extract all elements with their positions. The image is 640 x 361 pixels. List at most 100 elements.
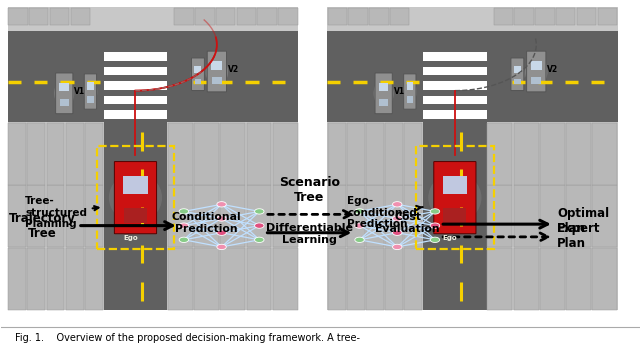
- FancyBboxPatch shape: [56, 73, 73, 114]
- Text: Fig. 1.    Overview of the proposed decision-making framework. A tree-: Fig. 1. Overview of the proposed decisio…: [15, 332, 360, 343]
- Bar: [124, 208, 147, 223]
- Bar: [592, 123, 617, 185]
- Bar: [379, 99, 388, 106]
- Ellipse shape: [403, 79, 417, 104]
- Bar: [168, 123, 193, 185]
- Bar: [327, 31, 618, 122]
- Bar: [488, 123, 513, 185]
- Bar: [556, 8, 575, 25]
- Bar: [216, 8, 236, 25]
- FancyBboxPatch shape: [375, 73, 392, 114]
- Ellipse shape: [54, 78, 74, 108]
- Bar: [104, 81, 168, 90]
- Bar: [347, 123, 365, 185]
- Bar: [540, 248, 564, 310]
- Circle shape: [355, 237, 364, 243]
- FancyBboxPatch shape: [115, 162, 157, 234]
- Bar: [8, 186, 26, 247]
- Bar: [220, 248, 245, 310]
- Bar: [195, 248, 219, 310]
- Text: V2: V2: [547, 65, 559, 74]
- Text: V1: V1: [394, 87, 404, 96]
- Bar: [50, 8, 69, 25]
- Bar: [195, 123, 219, 185]
- Bar: [47, 248, 65, 310]
- Text: Scenario
Tree: Scenario Tree: [279, 176, 340, 204]
- Circle shape: [430, 223, 440, 228]
- Bar: [328, 8, 347, 25]
- Bar: [566, 123, 591, 185]
- FancyBboxPatch shape: [527, 51, 546, 92]
- Text: Conditional
Prediction: Conditional Prediction: [171, 213, 241, 234]
- Ellipse shape: [510, 62, 525, 86]
- Text: Differentiable
Learning: Differentiable Learning: [266, 223, 353, 245]
- Bar: [540, 123, 564, 185]
- Bar: [327, 7, 618, 310]
- Bar: [47, 123, 65, 185]
- Bar: [104, 66, 168, 75]
- Bar: [66, 123, 84, 185]
- Bar: [87, 82, 93, 90]
- Bar: [8, 123, 26, 185]
- Bar: [29, 8, 49, 25]
- Bar: [60, 99, 68, 106]
- Bar: [66, 186, 84, 247]
- Circle shape: [217, 202, 227, 207]
- Bar: [8, 31, 298, 122]
- Circle shape: [217, 244, 227, 249]
- Bar: [104, 52, 168, 61]
- Circle shape: [179, 209, 189, 214]
- Bar: [488, 186, 513, 247]
- Bar: [278, 8, 298, 25]
- Bar: [407, 96, 413, 103]
- Bar: [328, 123, 346, 185]
- Bar: [348, 8, 368, 25]
- Bar: [237, 8, 256, 25]
- Circle shape: [355, 223, 364, 228]
- Bar: [104, 31, 168, 310]
- Bar: [385, 123, 403, 185]
- Bar: [369, 8, 388, 25]
- Bar: [87, 96, 93, 103]
- Bar: [28, 248, 45, 310]
- Bar: [535, 8, 555, 25]
- Bar: [514, 123, 538, 185]
- Bar: [531, 61, 541, 70]
- Circle shape: [355, 209, 364, 214]
- Bar: [423, 52, 487, 61]
- Text: V2: V2: [228, 65, 239, 74]
- Bar: [211, 61, 222, 70]
- Bar: [168, 186, 193, 247]
- Bar: [444, 208, 467, 223]
- Bar: [212, 77, 222, 84]
- Bar: [66, 248, 84, 310]
- Circle shape: [217, 216, 227, 221]
- Text: Optimal
Plan: Optimal Plan: [557, 207, 609, 235]
- Text: Tree-
structured
Planning: Tree- structured Planning: [25, 196, 99, 229]
- Text: Ego: Ego: [443, 235, 457, 241]
- Bar: [70, 8, 90, 25]
- Bar: [47, 186, 65, 247]
- Bar: [28, 123, 45, 185]
- FancyBboxPatch shape: [207, 51, 227, 92]
- Bar: [514, 248, 538, 310]
- Bar: [28, 186, 45, 247]
- Bar: [385, 248, 403, 310]
- Bar: [273, 123, 298, 185]
- Circle shape: [392, 216, 402, 221]
- Bar: [104, 110, 168, 119]
- Bar: [195, 79, 201, 84]
- Bar: [379, 83, 388, 91]
- Bar: [416, 146, 493, 249]
- FancyBboxPatch shape: [404, 74, 416, 109]
- Bar: [540, 186, 564, 247]
- Ellipse shape: [428, 173, 481, 223]
- Bar: [514, 66, 521, 73]
- Bar: [598, 8, 617, 25]
- Bar: [195, 8, 214, 25]
- Circle shape: [392, 202, 402, 207]
- Bar: [566, 186, 591, 247]
- Bar: [514, 186, 538, 247]
- Bar: [423, 66, 487, 75]
- Bar: [514, 79, 520, 84]
